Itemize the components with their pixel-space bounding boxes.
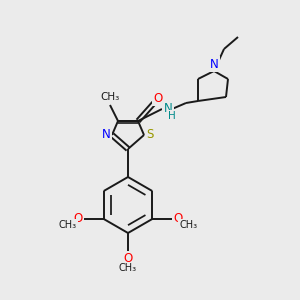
Text: CH₃: CH₃ — [59, 220, 77, 230]
Text: N: N — [102, 128, 110, 142]
Text: O: O — [73, 212, 83, 224]
Text: N: N — [164, 103, 172, 116]
Text: N: N — [210, 58, 218, 70]
Text: CH₃: CH₃ — [119, 263, 137, 273]
Text: CH₃: CH₃ — [100, 92, 120, 102]
Text: CH₃: CH₃ — [179, 220, 197, 230]
Text: O: O — [174, 212, 183, 224]
Text: H: H — [168, 111, 176, 121]
Text: O: O — [153, 92, 163, 104]
Text: S: S — [146, 128, 154, 142]
Text: O: O — [123, 253, 133, 266]
